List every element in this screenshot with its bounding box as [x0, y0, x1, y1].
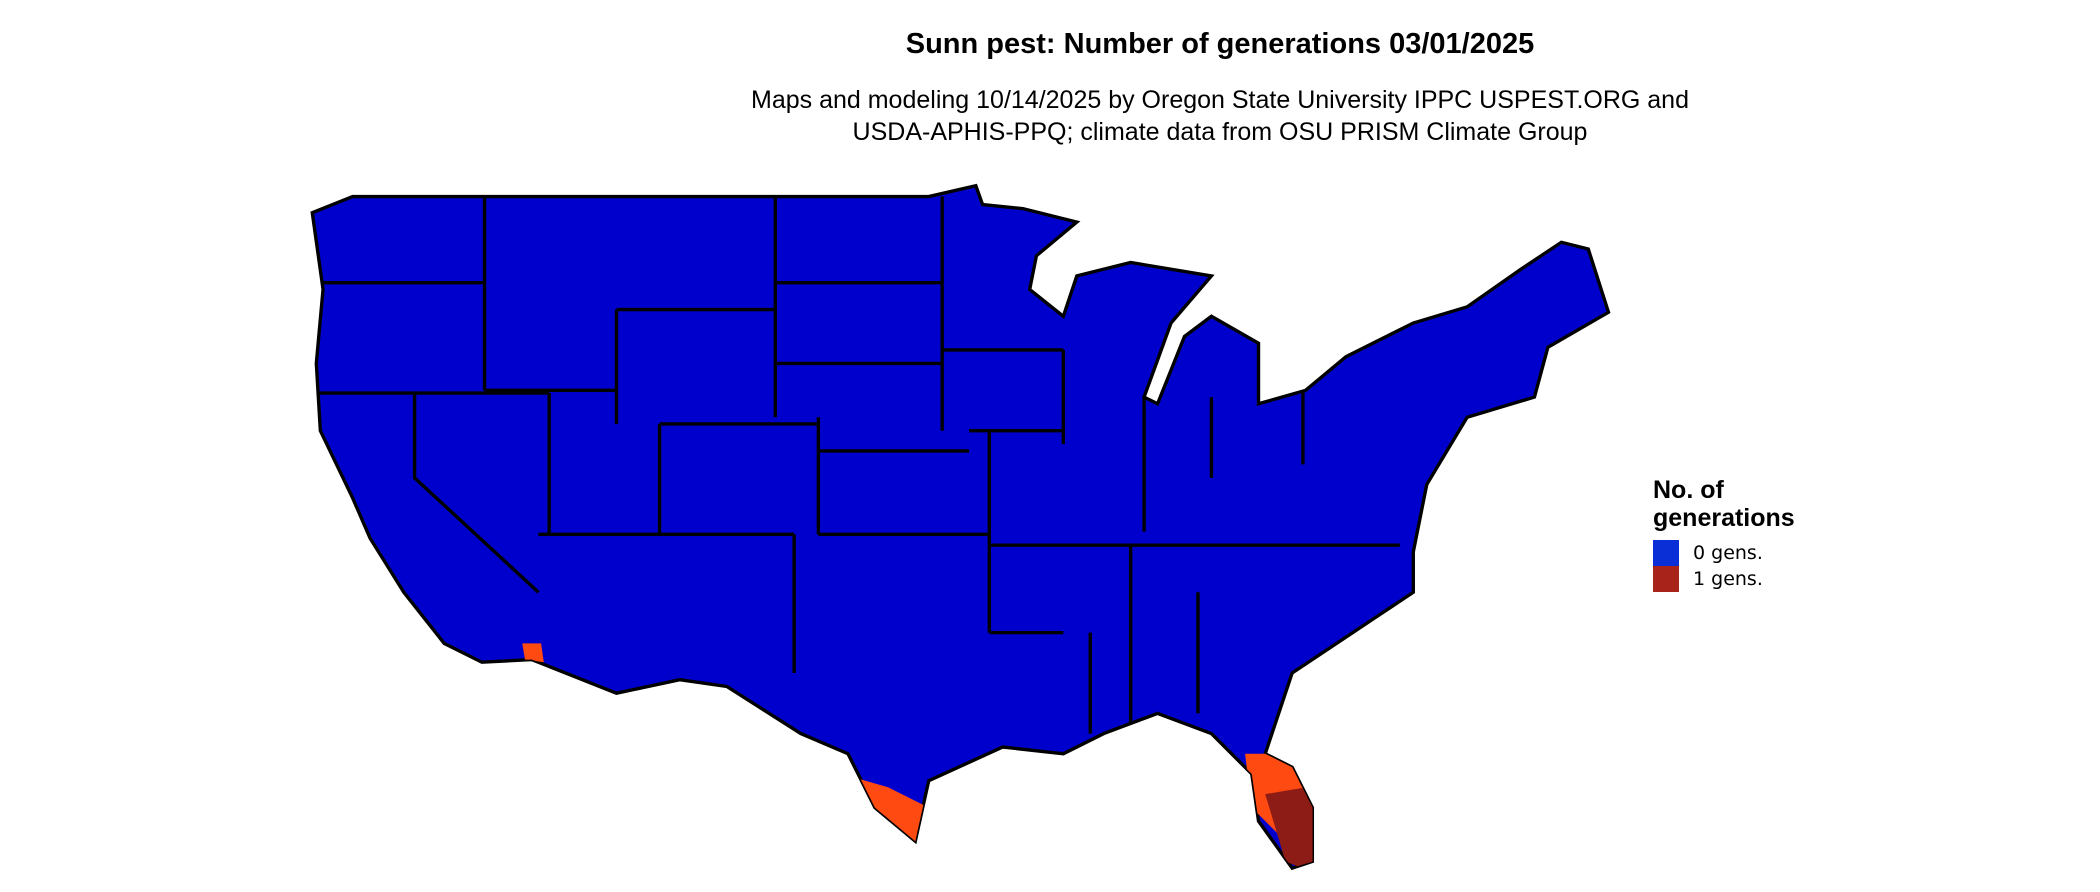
- subtitle-line-1: Maps and modeling 10/14/2025 by Oregon S…: [751, 86, 1689, 114]
- region-1-gen-texas: [856, 777, 936, 848]
- legend-item-0-gens: 0 gens.: [1653, 540, 1795, 566]
- us-outline: [310, 183, 1611, 871]
- map-title: Sunn pest: Number of generations 03/01/2…: [905, 28, 1535, 60]
- legend-label: 1 gens.: [1693, 568, 1763, 590]
- legend-swatch: [1653, 540, 1679, 566]
- legend-title-line-1: No. of: [1653, 476, 1724, 504]
- subtitle-line-2: USDA-APHIS-PPQ; climate data from OSU PR…: [852, 118, 1588, 146]
- legend-swatch: [1653, 566, 1679, 592]
- legend-item-1-gens: 1 gens.: [1653, 566, 1795, 592]
- state-borders: [316, 196, 1400, 734]
- legend-title: No. of generations: [1653, 476, 1795, 532]
- map-subtitle: Maps and modeling 10/14/2025 by Oregon S…: [0, 84, 2100, 148]
- legend-title-line-2: generations: [1653, 504, 1795, 532]
- region-1-gen-socal: [522, 643, 544, 663]
- legend-label: 0 gens.: [1693, 542, 1763, 564]
- legend: No. of generations 0 gens. 1 gens.: [1653, 476, 1795, 592]
- region-1-gen-florida-dark: [1265, 787, 1326, 869]
